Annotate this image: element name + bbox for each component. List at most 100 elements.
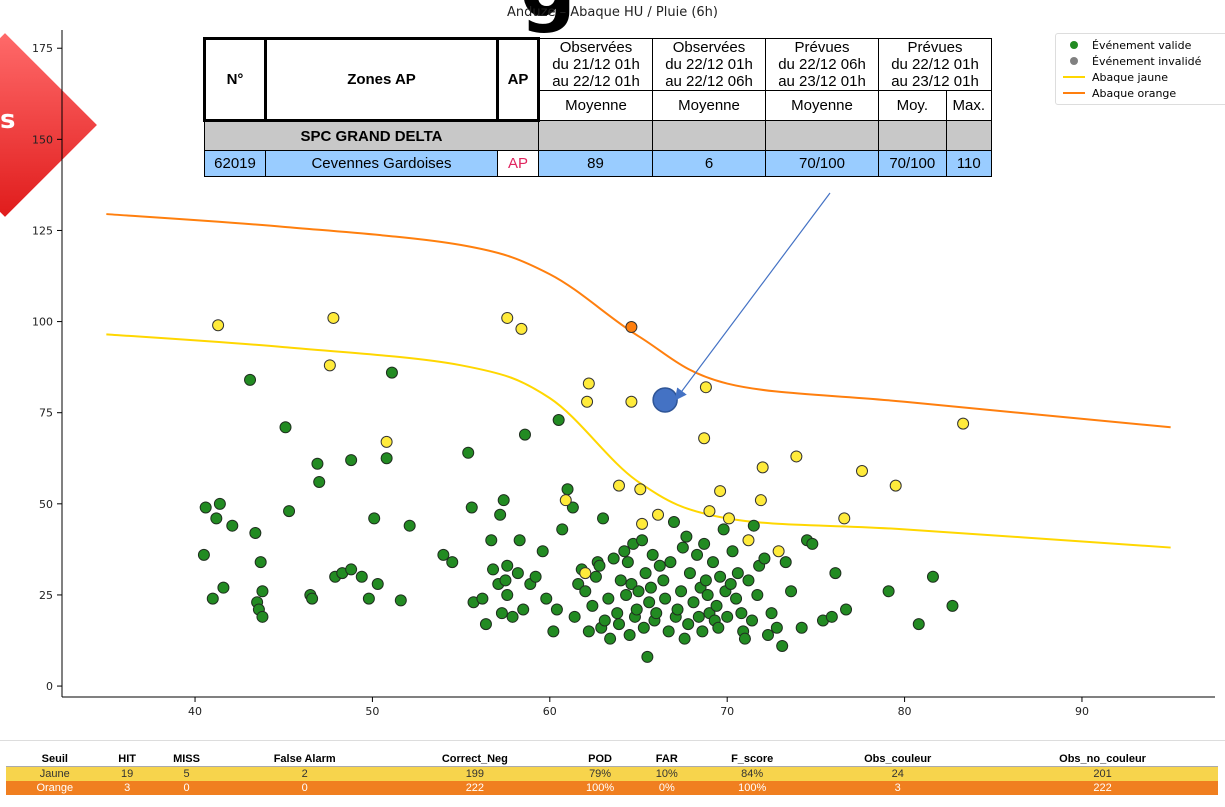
valid-point bbox=[806, 537, 819, 550]
header-num: N° bbox=[203, 37, 267, 122]
valid-point bbox=[623, 629, 636, 642]
yellow-point bbox=[582, 377, 595, 390]
valid-point bbox=[511, 567, 524, 580]
valid-point bbox=[517, 603, 530, 616]
zone-v4: 70/100 bbox=[878, 150, 947, 177]
valid-point bbox=[217, 581, 230, 594]
valid-point bbox=[479, 618, 492, 631]
forecast-arrow bbox=[674, 192, 831, 401]
valid-point bbox=[206, 592, 219, 605]
zone-v1: 89 bbox=[538, 150, 653, 177]
stats-header: HIT bbox=[103, 752, 151, 767]
y-tick-label: 175 bbox=[32, 42, 53, 55]
valid-point bbox=[795, 621, 808, 634]
valid-point bbox=[556, 523, 569, 536]
valid-point bbox=[540, 592, 553, 605]
header-zones: Zones AP bbox=[264, 37, 499, 122]
valid-point bbox=[625, 578, 638, 591]
valid-point bbox=[199, 501, 212, 514]
x-tick-label: 90 bbox=[1075, 705, 1089, 718]
valid-point bbox=[639, 567, 652, 580]
period-1-sub: Moyenne bbox=[538, 90, 653, 121]
valid-point bbox=[487, 563, 500, 576]
yellow-point bbox=[581, 395, 594, 408]
valid-point bbox=[721, 610, 734, 623]
valid-point bbox=[612, 618, 625, 631]
yellow-point bbox=[323, 359, 336, 372]
valid-point bbox=[785, 585, 798, 598]
valid-point bbox=[197, 548, 210, 561]
yellow-point bbox=[634, 483, 647, 496]
valid-point bbox=[394, 594, 407, 607]
valid-point bbox=[779, 556, 792, 569]
valid-point bbox=[618, 545, 631, 558]
period-2-sub: Moyenne bbox=[652, 90, 766, 121]
valid-point bbox=[692, 610, 705, 623]
x-tick-label: 40 bbox=[188, 705, 202, 718]
x-tick-label: 50 bbox=[365, 705, 379, 718]
valid-point bbox=[840, 603, 853, 616]
stats-header: POD bbox=[562, 752, 638, 767]
valid-point bbox=[707, 556, 720, 569]
valid-point bbox=[714, 570, 727, 583]
valid-point bbox=[701, 588, 714, 601]
valid-point bbox=[506, 610, 519, 623]
valid-point bbox=[644, 581, 657, 594]
valid-point bbox=[501, 559, 514, 572]
valid-point bbox=[593, 559, 606, 572]
valid-point bbox=[213, 497, 226, 510]
valid-point bbox=[368, 512, 381, 525]
stats-header: F_score bbox=[696, 752, 809, 767]
valid-point bbox=[682, 618, 695, 631]
y-tick-label: 150 bbox=[32, 133, 53, 146]
valid-point bbox=[499, 574, 512, 587]
separator bbox=[0, 740, 1225, 741]
y-tick-label: 0 bbox=[46, 680, 53, 693]
chart-legend: Événement valide Événement invalidé Abaq… bbox=[1055, 33, 1225, 105]
yellow-point bbox=[652, 508, 665, 521]
valid-point bbox=[946, 599, 959, 612]
abaque-orange-line bbox=[106, 213, 1171, 429]
valid-point bbox=[597, 512, 610, 525]
valid-point bbox=[829, 567, 842, 580]
yellow-point bbox=[754, 494, 767, 507]
valid-point bbox=[311, 457, 324, 470]
scatter-chart: 40 50 60 70 80 90 0 25 50 75 100 125 150 175 bbox=[32, 30, 1215, 718]
valid-point bbox=[636, 534, 649, 547]
stats-header: Correct_Neg bbox=[387, 752, 563, 767]
yellow-point bbox=[699, 381, 712, 394]
corner-badge-text: s bbox=[0, 105, 16, 135]
yellow-point bbox=[612, 479, 625, 492]
header-fragment: g bbox=[520, 0, 576, 35]
yellow-point bbox=[714, 485, 727, 498]
yellow-point bbox=[501, 311, 514, 324]
yellow-point bbox=[838, 512, 851, 525]
valid-point bbox=[726, 545, 739, 558]
valid-point bbox=[765, 607, 778, 620]
valid-point bbox=[637, 621, 650, 634]
group-row: SPC GRAND DELTA bbox=[204, 120, 539, 151]
valid-point bbox=[664, 556, 677, 569]
stats-header: MISS bbox=[150, 752, 223, 767]
yellow-point bbox=[790, 450, 803, 463]
period-4-header: Prévues du 22/12 01h au 23/12 01h bbox=[878, 38, 992, 91]
valid-point bbox=[345, 563, 358, 576]
valid-point bbox=[497, 494, 510, 507]
y-tick-label: 25 bbox=[39, 589, 53, 602]
period-4-sub2: Max. bbox=[945, 90, 993, 121]
valid-point bbox=[659, 592, 672, 605]
yellow-point bbox=[212, 319, 225, 332]
valid-point bbox=[598, 614, 611, 627]
valid-point bbox=[731, 567, 744, 580]
valid-point bbox=[738, 632, 751, 645]
valid-point bbox=[717, 523, 730, 536]
x-tick-label: 80 bbox=[898, 705, 912, 718]
valid-point bbox=[699, 574, 712, 587]
valid-point bbox=[313, 475, 326, 488]
valid-point bbox=[620, 588, 633, 601]
valid-point bbox=[513, 534, 526, 547]
period-3-sub: Moyenne bbox=[765, 90, 879, 121]
valid-point bbox=[249, 526, 262, 539]
valid-point bbox=[462, 446, 475, 459]
valid-point bbox=[611, 607, 624, 620]
